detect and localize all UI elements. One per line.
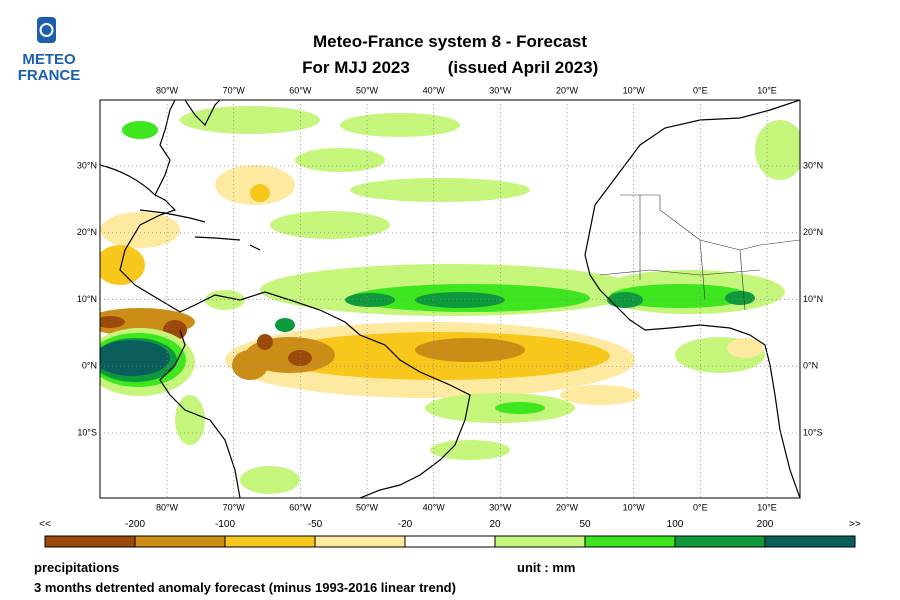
anomaly-area [560,385,640,405]
coastline [584,100,800,498]
lat-label: 0°N [803,361,818,371]
colorbar: << >> -200 -100 -50 -20 20 50 100 200 [39,519,861,548]
colorbar-label: -200 [125,519,145,530]
lat-label: 30°N [77,160,97,170]
colorbar-swatch [134,535,226,548]
colorbar-swatch [764,535,856,548]
colorbar-label: 50 [579,519,591,530]
lon-label: 50°W [356,85,379,95]
anomaly-area [755,120,800,180]
lon-label: 10°E [757,85,777,95]
colorbar-swatch [494,535,586,548]
lon-label: 30°W [489,502,512,512]
anomaly-area [350,178,530,202]
lon-label: 0°E [693,502,708,512]
anomaly-area [275,318,295,332]
coastline [100,164,471,498]
colorbar-swatch [314,535,406,548]
anomaly-area [270,211,390,239]
colorbar-swatch [404,535,496,548]
lon-label: 20°W [556,85,579,95]
unit-label: unit : mm [517,560,576,575]
anomaly-area [257,334,273,350]
description: 3 months detrented anomaly forecast (min… [34,580,456,595]
anomaly-area [100,340,170,376]
colorbar-label: -50 [308,519,323,530]
anomaly-area [240,466,300,494]
anomaly-area [340,113,460,137]
lon-label: 10°W [623,85,646,95]
colorbar-swatch [44,535,136,548]
lat-label: 10°N [803,294,823,304]
anomaly-area [232,350,268,380]
map-frame [99,99,801,499]
colorbar-swatch [584,535,676,548]
anomaly-area [415,338,525,362]
lat-label: 20°N [77,227,97,237]
lat-label: 10°S [803,427,823,437]
colorbar-swatch [674,535,766,548]
anomaly-area [725,291,755,305]
anomaly-area [180,106,320,134]
anomaly-area [415,292,505,308]
anomaly-area [215,165,295,205]
lon-label: 40°W [423,502,446,512]
variable-label: precipitations [34,560,119,575]
colorbar-arrow: << [39,519,51,530]
anomaly-area [607,292,643,308]
anomaly-field [100,106,800,494]
lon-label: 20°W [556,502,579,512]
lat-label: 0°N [82,361,97,371]
anomaly-area [727,338,763,358]
anomaly-area [610,284,750,308]
anomaly-area [250,184,270,202]
lat-label: 20°N [803,227,823,237]
colorbar-label: 200 [757,519,774,530]
anomaly-area [345,293,395,307]
anomaly-area [100,212,180,248]
logo: METEO FRANCE [18,17,81,84]
lon-label: 10°W [623,502,646,512]
title: Meteo-France system 8 - Forecast [313,32,587,51]
logo-icon-mark [39,23,54,37]
coastline [154,100,221,196]
anomaly-area [430,440,510,460]
lon-label: 30°W [489,85,512,95]
lon-label: 80°W [156,502,179,512]
colorbar-label: 20 [489,519,501,530]
lon-label: 40°W [423,85,446,95]
anomaly-area [288,350,312,366]
colorbar-swatch [224,535,316,548]
lon-label: 50°W [356,502,379,512]
anomaly-area [122,121,158,139]
graticule: 80°W 80°W 70°W 70°W 60°W 60°W 50°W 50°W 40°W 40°W… [77,85,823,512]
lat-label: 10°N [77,294,97,304]
lon-label: 70°W [223,502,246,512]
anomaly-area [100,316,125,328]
subtitle: (issued April 2023) [448,58,599,77]
lon-label: 10°E [757,502,777,512]
anomaly-area [295,148,385,172]
lon-label: 70°W [223,85,246,95]
logo-text: FRANCE [18,67,81,84]
anomaly-area [175,395,205,445]
lat-label: 10°S [77,427,97,437]
logo-icon [37,17,56,43]
subtitle: For MJJ 2023 [302,58,410,77]
colorbar-label: 100 [667,519,684,530]
colorbar-arrow: >> [849,519,861,530]
anomaly-area [100,245,145,285]
lat-label: 30°N [803,160,823,170]
lon-label: 80°W [156,85,179,95]
lon-label: 0°E [693,85,708,95]
anomaly-area [495,402,545,414]
logo-text: METEO [22,51,76,68]
coastline [139,209,261,251]
colorbar-label: -100 [215,519,235,530]
lon-label: 60°W [289,85,312,95]
colorbar-label: -20 [398,519,413,530]
lon-label: 60°W [289,502,312,512]
